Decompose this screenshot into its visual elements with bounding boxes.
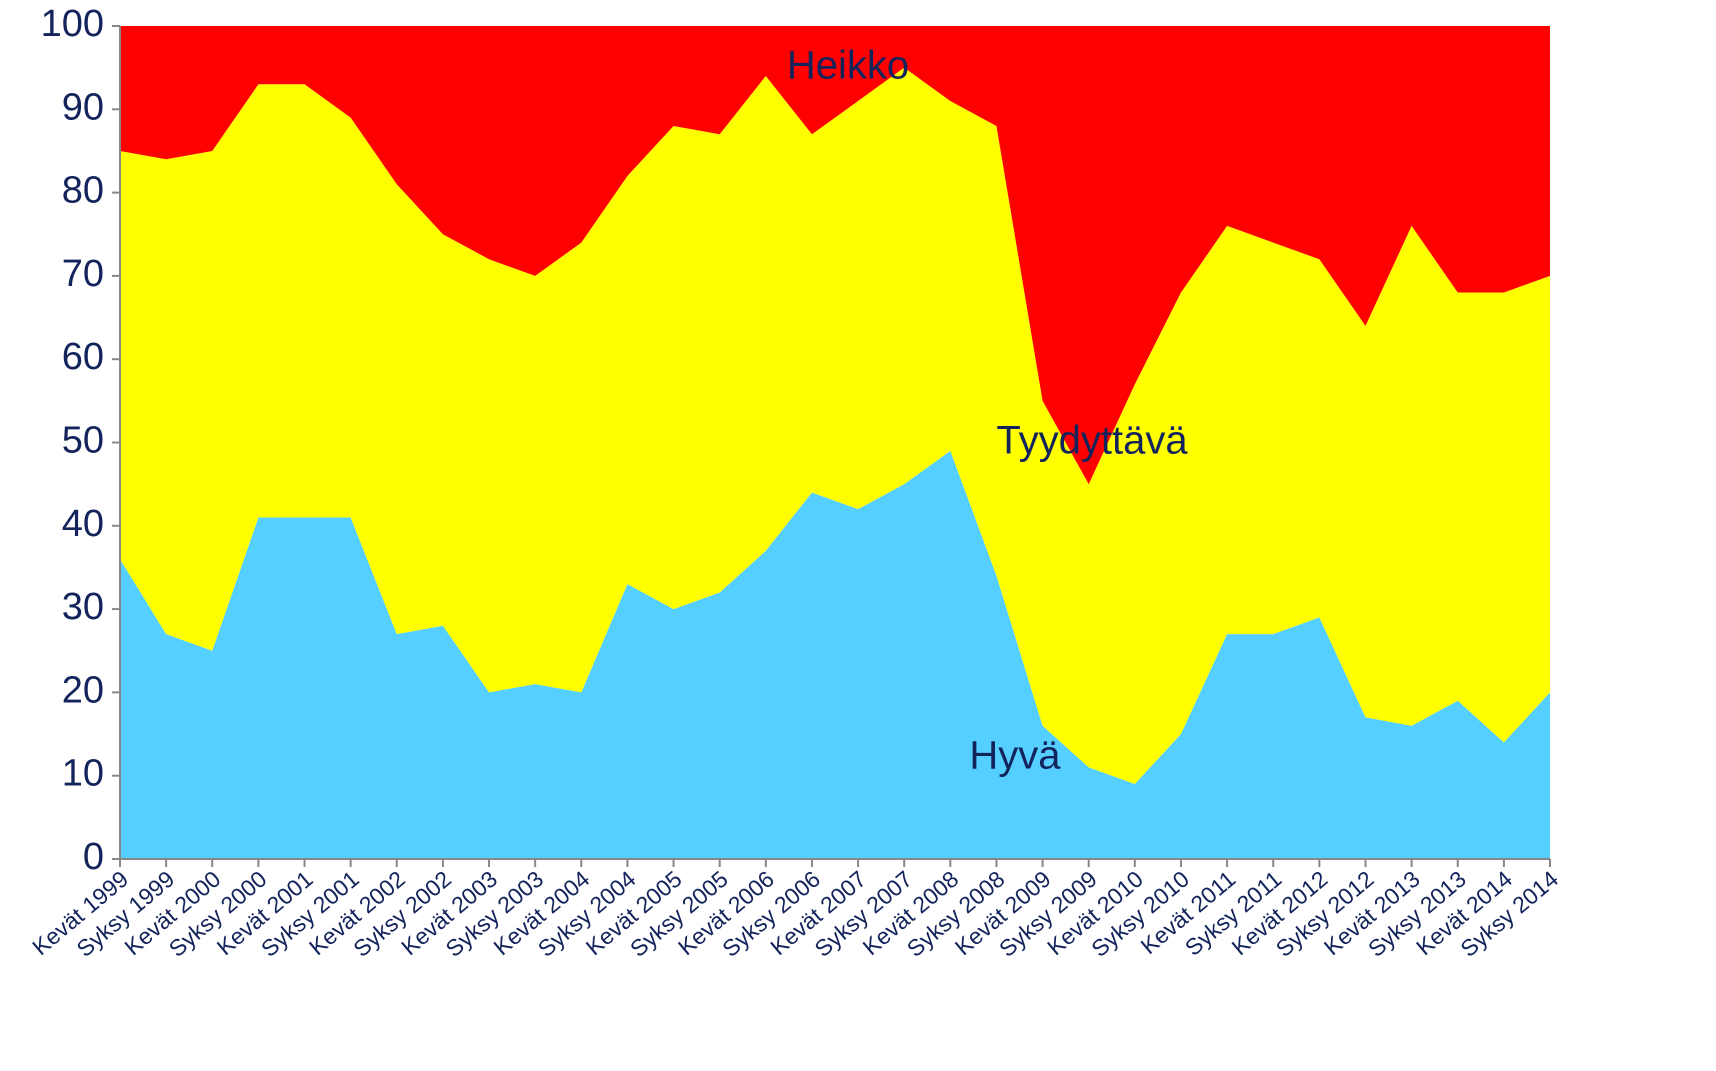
series-label: Hyvä bbox=[969, 734, 1061, 778]
y-tick-label: 100 bbox=[41, 3, 104, 45]
y-tick-label: 50 bbox=[62, 420, 104, 462]
y-tick-label: 70 bbox=[62, 253, 104, 295]
area bbox=[120, 450, 1550, 859]
y-tick-label: 40 bbox=[62, 503, 104, 545]
y-tick-label: 80 bbox=[62, 170, 104, 212]
y-tick-label: 30 bbox=[62, 586, 104, 628]
y-tick-label: 10 bbox=[62, 753, 104, 795]
y-tick-label: 90 bbox=[62, 86, 104, 128]
area bbox=[120, 26, 1550, 485]
y-tick-label: 60 bbox=[62, 336, 104, 378]
series-label: Tyydyttävä bbox=[996, 419, 1188, 463]
y-tick-label: 20 bbox=[62, 669, 104, 711]
y-tick-label: 0 bbox=[83, 836, 104, 878]
area bbox=[120, 67, 1550, 785]
series-label: Heikko bbox=[787, 44, 909, 88]
